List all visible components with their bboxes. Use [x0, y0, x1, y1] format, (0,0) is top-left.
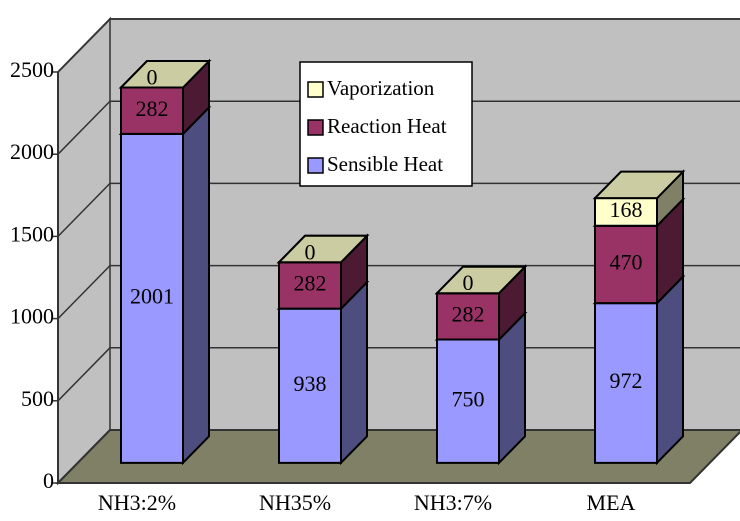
bar-segment	[592, 169, 686, 229]
bar-segment	[434, 310, 528, 466]
value-label: 2001	[130, 283, 174, 308]
y-tick-label: 1500	[10, 221, 54, 246]
side-wall	[57, 16, 111, 486]
value-label: 470	[610, 249, 643, 274]
legend-label: Vaporization	[327, 76, 435, 100]
y-tick-label: 2000	[10, 139, 54, 164]
y-tick-label: 500	[21, 386, 54, 411]
bar-top	[118, 60, 212, 89]
bar-side	[340, 279, 368, 466]
legend-box	[299, 61, 473, 187]
grid-line	[57, 347, 740, 402]
bar-side	[182, 104, 210, 466]
legend-swatch	[307, 81, 324, 98]
bar-segment	[118, 60, 212, 89]
legend-label: Sensible Heat	[327, 152, 443, 176]
x-tick-label: MEA	[587, 490, 636, 515]
value-label: 282	[294, 271, 327, 296]
x-tick-label: NH3:7%	[414, 490, 492, 515]
y-tick-label: 0	[43, 468, 54, 493]
floor	[55, 429, 740, 484]
value-label: 938	[294, 371, 327, 396]
bar-top	[592, 170, 686, 200]
legend-label: Reaction Heat	[327, 114, 447, 138]
value-label: 972	[610, 368, 643, 393]
legend: Sensible Heat Reaction Heat Vaporization	[299, 61, 473, 187]
bar-segment	[276, 279, 370, 466]
bar-segment	[276, 234, 370, 264]
x-tick-label: NH3:2%	[98, 490, 176, 515]
x-tick-label: NH35%	[259, 490, 331, 515]
grid-line	[57, 100, 740, 155]
value-label: 168	[610, 197, 643, 222]
value-label: 0	[147, 65, 158, 90]
grid-line	[57, 182, 740, 237]
y-tick-label: 1000	[10, 304, 54, 329]
value-label: 0	[463, 270, 474, 295]
y-tick-label: 2500	[10, 57, 54, 82]
bar-side	[656, 274, 684, 466]
grid-line	[57, 18, 740, 73]
legend-swatch	[307, 119, 324, 136]
legend-swatch	[307, 157, 324, 174]
bar-top	[434, 265, 528, 295]
value-label: 750	[452, 386, 485, 411]
value-label: 282	[136, 96, 169, 121]
value-label: 0	[305, 239, 316, 264]
bar-top	[276, 234, 370, 264]
grid-line	[57, 264, 740, 320]
value-label: 282	[452, 301, 485, 326]
bar-segment	[434, 265, 528, 295]
